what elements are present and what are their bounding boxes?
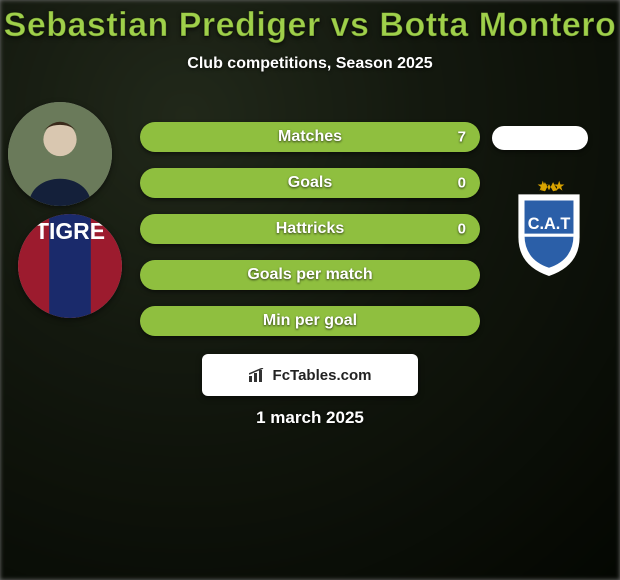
stat-bar: Matches7 — [140, 122, 480, 152]
svg-text:★: ★ — [553, 178, 565, 193]
date-label: 1 march 2025 — [0, 408, 620, 428]
bar-chart-icon — [249, 368, 267, 382]
subtitle: Club competitions, Season 2025 — [0, 55, 620, 73]
svg-text:TIGRE: TIGRE — [35, 218, 105, 244]
watermark: FcTables.com — [202, 354, 418, 396]
stat-bar-value-right: 0 — [458, 221, 466, 238]
club-shield-icon: ★ ★ C.A.T — [498, 176, 600, 278]
content: Sebastian Prediger vs Botta Montero Club… — [0, 0, 620, 580]
club-right-badge: ★ ★ C.A.T — [498, 176, 600, 278]
stat-bars: Matches7Goals0Hattricks0Goals per matchM… — [140, 122, 480, 352]
stat-bar-label: Min per goal — [140, 312, 480, 330]
stat-bar-label: Hattricks — [140, 220, 480, 238]
svg-text:★: ★ — [537, 178, 549, 193]
stat-bar: Goals per match — [140, 260, 480, 290]
person-icon — [8, 102, 112, 206]
stat-bar-label: Matches — [140, 128, 480, 146]
svg-text:C.A.T: C.A.T — [528, 215, 571, 233]
page-title: Sebastian Prediger vs Botta Montero — [0, 6, 620, 45]
stat-bar: Min per goal — [140, 306, 480, 336]
player-right-placeholder — [492, 126, 588, 150]
stat-bar-label: Goals per match — [140, 266, 480, 284]
stat-bar: Hattricks0 — [140, 214, 480, 244]
watermark-text: FcTables.com — [273, 367, 372, 384]
stat-bar: Goals0 — [140, 168, 480, 198]
club-left-badge: TIGRE — [18, 214, 122, 318]
club-badge-icon: TIGRE — [18, 214, 122, 318]
stat-bar-value-right: 0 — [458, 175, 466, 192]
comparison-card: Sebastian Prediger vs Botta Montero Club… — [0, 0, 620, 580]
stat-bar-value-right: 7 — [458, 129, 466, 146]
stat-bar-label: Goals — [140, 174, 480, 192]
player-left-avatar — [8, 102, 112, 206]
